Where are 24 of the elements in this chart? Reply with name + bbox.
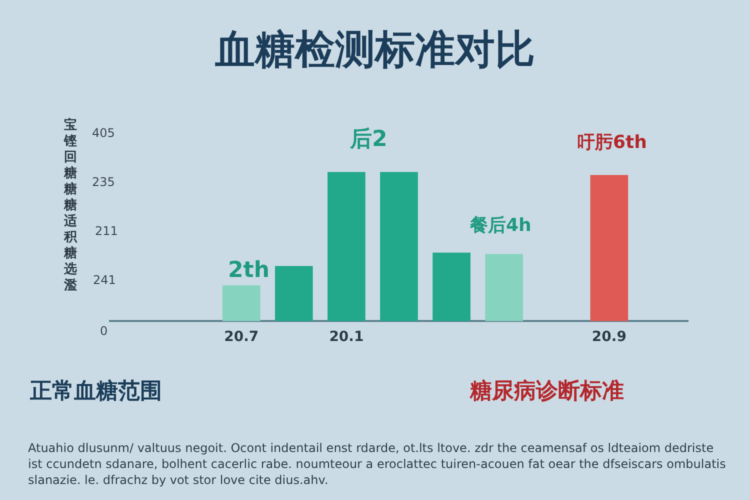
x-tick-label: 20.9 xyxy=(592,329,626,346)
bar xyxy=(328,172,366,322)
text: 后2 xyxy=(350,126,388,154)
text: Atuahio dlusunm/ valtuus negoit. Ocont indentail enst rdarde, ot.lts ltove. zdr the ceamensaf os ldteaiom dedriste ist ccundetn sdanare, bolhent cacerlic rabe. noumteour a eroclattec tuiren-acouen fat oear the dfseiscars ombulatis slanazie. le. dfrachz by vot stor love cite dius.ahv. xyxy=(28,440,727,488)
annotation: 餐后4h xyxy=(470,214,532,237)
chart-title: 血糖检测标准对比 xyxy=(214,26,536,75)
annotation: 2th xyxy=(228,258,270,283)
annotation: 235 xyxy=(92,175,115,189)
x-tick-label: 20.7 xyxy=(224,329,259,346)
bar xyxy=(485,254,524,322)
text: 405 xyxy=(92,126,115,140)
text: 吁肟6th xyxy=(577,131,647,154)
bar xyxy=(380,172,418,322)
annotation: 241 xyxy=(93,273,116,287)
bar xyxy=(222,285,260,322)
text: 宝铿回糖糖糖适积糖选濫 xyxy=(64,118,77,293)
text: 正常血糖范围 xyxy=(30,378,162,406)
text: 0 xyxy=(100,324,108,338)
bar xyxy=(590,174,628,322)
bar xyxy=(274,266,313,322)
x-tick-label: 20.1 xyxy=(329,329,364,346)
bar xyxy=(432,252,470,322)
annotation: 211 xyxy=(95,224,118,238)
text: 糖尿病诊断标准 xyxy=(470,378,624,406)
